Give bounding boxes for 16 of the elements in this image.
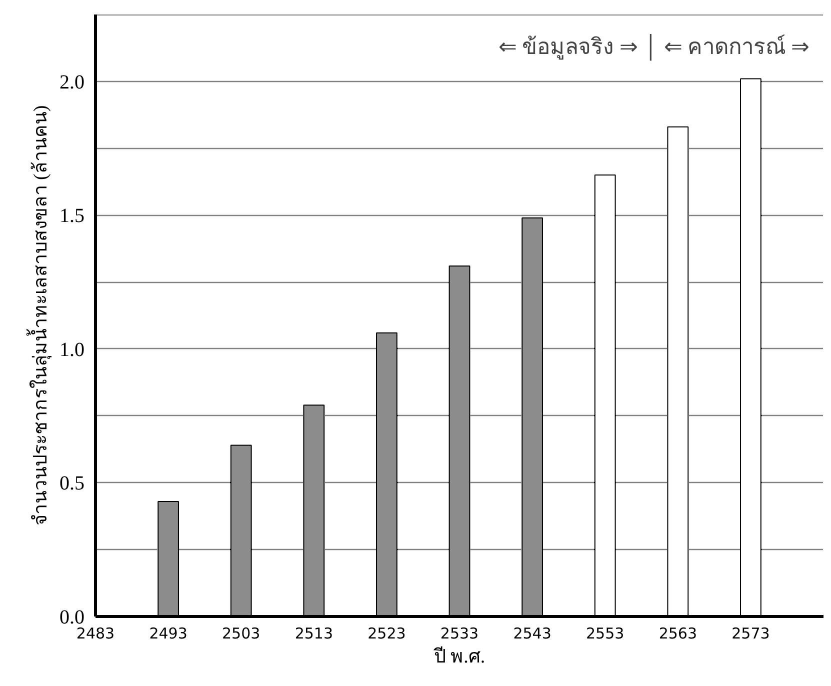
x-axis-title: ปี พ.ศ. (432, 646, 486, 668)
x-tick-label: 2563 (658, 624, 697, 642)
x-tick-label: 2513 (294, 624, 333, 642)
x-tick-label: 2503 (222, 624, 260, 642)
y-tick-label: 0.5 (60, 472, 84, 495)
x-tick-label: 2573 (732, 624, 770, 642)
x-tick-label: 2523 (368, 624, 406, 642)
x-tick-label: 2543 (513, 624, 552, 642)
x-tick-label: 2553 (586, 624, 624, 642)
y-tick-label: 1.0 (60, 338, 84, 361)
x-tick-label: 2493 (149, 624, 188, 642)
annotation: ⇐ ข้อมูลจริง ⇒ │ ⇐ คาดการณ์ ⇒ (498, 33, 809, 62)
y-tick-label: 1.5 (60, 205, 84, 228)
y-axis-title: จำนวนประชากรในลุ่มน้ำทะเลสาบสงขลา (ล้านคน) (26, 105, 52, 526)
x-tick-label: 2533 (440, 624, 479, 642)
y-tick-label: 2.0 (60, 71, 84, 94)
